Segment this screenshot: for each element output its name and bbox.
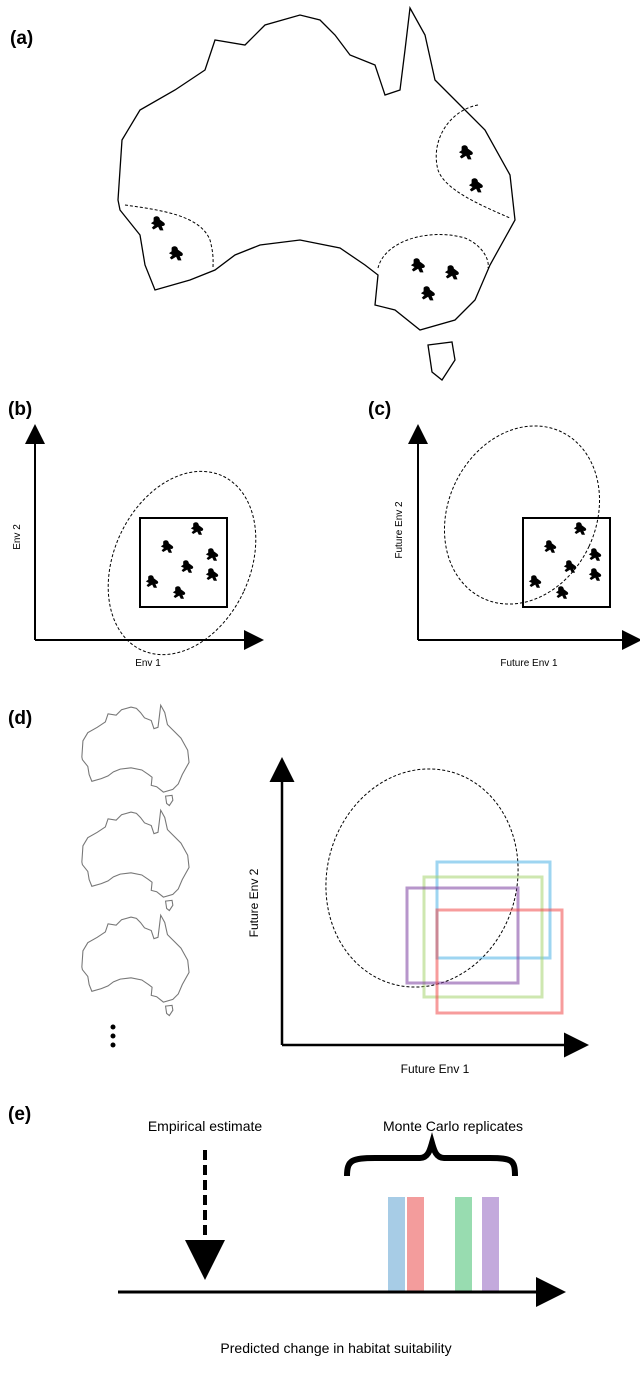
australia-map [118,8,515,380]
region [378,235,488,268]
more-dots [111,1025,116,1048]
niche-ellipse [80,447,284,678]
region [436,105,510,218]
axes [418,428,638,640]
y-axis-label: Future Env 2 [394,501,405,559]
lizards [151,145,483,300]
x-axis-label: Future Env 1 [500,658,558,669]
lizards [146,522,218,599]
replicate-bars [388,1197,499,1291]
x-axis-label: Future Env 1 [401,1062,470,1076]
x-axis-label: Env 1 [135,658,161,669]
brace [347,1143,515,1176]
y-axis-label: Future Env 2 [247,868,261,937]
panel-label: (d) [8,708,32,729]
replicates-label: Monte Carlo replicates [383,1118,523,1134]
x-axis-label: Predicted change in habitat suitability [220,1340,451,1356]
figure: (a) (b) Env 2 Env 1 (c) Future Env 2 Fut… [0,0,640,1386]
region [125,205,213,268]
mini-maps [82,705,189,1015]
empirical-label: Empirical estimate [148,1118,263,1134]
panel-label: (b) [8,399,32,420]
panel-label: (e) [8,1104,31,1125]
lizards [529,522,601,599]
panel-label: (c) [368,399,391,420]
y-axis-label: Env 2 [12,524,23,550]
panel-label: (a) [10,28,33,49]
replicate-boxes [407,862,562,1013]
